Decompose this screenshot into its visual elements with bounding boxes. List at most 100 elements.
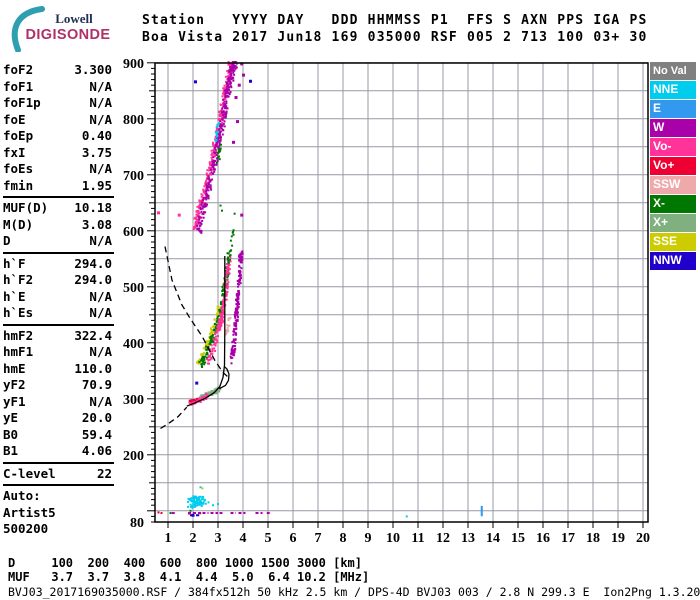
x-axis-label: 7	[315, 531, 322, 546]
y-axis-label: 700	[123, 169, 144, 184]
parameter-label: foF1	[3, 78, 34, 94]
panel-separator	[3, 323, 114, 326]
x-axis-label: 4	[240, 531, 247, 546]
y-axis-label: 900	[123, 57, 144, 72]
parameter-row: yE 20.0	[3, 410, 112, 427]
parameter-label: yE	[3, 410, 19, 425]
x-axis-label: 12	[436, 531, 450, 546]
legend-label: X+	[653, 215, 669, 229]
x-axis-label: 6	[290, 531, 297, 546]
parameter-row: D N/A	[3, 233, 112, 250]
y-axis-label: 400	[123, 337, 144, 352]
file-info-row: BVJ03_2017169035000.RSF / 384fx512h 50 k…	[8, 585, 700, 599]
parameter-row: B0 59.4	[3, 427, 112, 444]
parameter-label: C-level	[3, 465, 56, 481]
parameter-label: foEp	[3, 128, 34, 143]
parameter-row: fmin 1.95	[3, 178, 112, 195]
panel-footer-line: 500200	[3, 521, 49, 536]
grid-lines	[155, 62, 648, 522]
y-axis-label: 600	[123, 225, 144, 240]
spread-f-magenta	[229, 250, 244, 365]
parameter-value: 3.300	[74, 62, 112, 77]
parameter-value: 3.75	[81, 144, 112, 160]
parameter-row: C-level 22	[3, 466, 112, 483]
parameter-value: 20.0	[81, 410, 112, 425]
upper-green-bits	[215, 143, 222, 164]
parameter-row: hmF1 N/A	[3, 344, 112, 361]
parameter-label: hmF2	[3, 327, 34, 343]
parameter-value: 294.0	[74, 255, 112, 271]
parameter-label: foEs	[3, 161, 34, 176]
x-axis-label: 17	[561, 531, 575, 546]
y-axis-label: 80	[130, 516, 144, 531]
parameter-value: 294.0	[74, 272, 112, 287]
parameter-label: fxI	[3, 144, 26, 160]
parameter-value: N/A	[89, 95, 112, 110]
panel-separator	[3, 196, 114, 198]
logo-lowell-text: Lowell	[55, 11, 93, 26]
plot-border	[154, 62, 649, 523]
x-axis-label: 3	[215, 531, 222, 546]
legend-item: NNW	[650, 252, 696, 270]
legend-item: X+	[650, 214, 696, 232]
parameter-row: h`F2 294.0	[3, 272, 112, 289]
parameter-value: N/A	[89, 161, 112, 176]
parameter-label: hmE	[3, 360, 26, 376]
parameter-value: N/A	[89, 233, 112, 248]
x-axis-label: 2	[190, 531, 197, 546]
parameter-label: h`E	[3, 288, 26, 304]
parameter-label: yF1	[3, 393, 26, 409]
magenta-singles	[203, 62, 245, 217]
x-axis-label: 10	[386, 531, 400, 546]
parameter-row: foF1 N/A	[3, 79, 112, 96]
legend-label: Vo-	[653, 139, 672, 153]
parameter-value: N/A	[89, 393, 112, 409]
legend-label: NNW	[653, 253, 682, 267]
legend-item: Vo-	[650, 138, 696, 156]
parameter-value: 10.18	[74, 200, 112, 215]
scaled-parameters-panel: foF2 3.300 foF1 N/A foF1p N/A foE N/A foEp 0.40 fx…	[3, 62, 114, 538]
bottom-model-dashed	[160, 406, 188, 430]
y-axis-label: 200	[123, 449, 144, 464]
parameter-row: h`Es N/A	[3, 305, 112, 322]
panel-separator	[3, 251, 114, 254]
plot-data-layer	[157, 61, 483, 518]
legend-label: NNE	[653, 82, 679, 96]
parameter-row: foF2 3.300	[3, 62, 112, 79]
x-axis-label: 16	[536, 531, 550, 546]
parameter-value: 70.9	[81, 377, 112, 392]
y-axis-label: 500	[123, 281, 144, 296]
parameter-label: foF1p	[3, 95, 41, 110]
legend-item: X-	[650, 195, 696, 213]
parameter-value: 59.4	[81, 426, 112, 442]
parameter-label: fmin	[3, 177, 34, 193]
legend-item: No Val	[650, 62, 696, 80]
parameter-row: h`E N/A	[3, 289, 112, 306]
panel-footer-line: Artist5	[3, 504, 56, 520]
legend-label: X-	[653, 196, 665, 210]
parameter-value: 1.95	[81, 177, 112, 193]
parameter-label: foE	[3, 111, 26, 127]
parameter-value: 4.06	[81, 443, 112, 458]
parameter-value: N/A	[89, 78, 112, 94]
parameter-row: foEs N/A	[3, 161, 112, 178]
e-region-cyan-cluster	[187, 495, 207, 509]
logo-digisonde-text: DIGISONDE	[26, 27, 111, 43]
parameter-row: foE N/A	[3, 112, 112, 129]
parameter-row: M(D) 3.08	[3, 217, 112, 234]
parameter-row: MUF(D) 10.18	[3, 200, 112, 217]
legend-item: Vo+	[650, 157, 696, 175]
panel-separator	[3, 484, 114, 486]
parameter-value: N/A	[89, 305, 112, 320]
parameter-label: B1	[3, 443, 19, 458]
e-blue-dash	[480, 505, 483, 517]
parameter-value: N/A	[89, 344, 112, 359]
parameter-value: 110.0	[74, 360, 112, 376]
header-lines: Station YYYY DAY DDD HHMMSS P1 FFS S AXN…	[142, 12, 648, 46]
parameter-label: h`F2	[3, 272, 34, 287]
parameter-label: M(D)	[3, 216, 34, 232]
axis-ticks	[147, 62, 644, 528]
legend-label: Vo+	[653, 158, 675, 172]
x-axis-label: 5	[265, 531, 272, 546]
